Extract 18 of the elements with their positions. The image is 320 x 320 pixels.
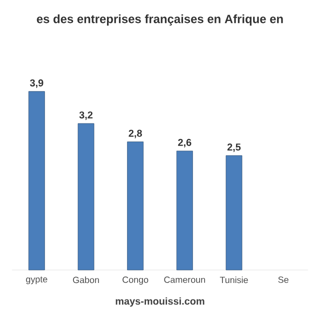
data-label: 2,6 — [178, 138, 192, 148]
data-label: 2,8 — [128, 130, 142, 138]
x-tick-label: Gabon — [72, 276, 99, 284]
data-label: 3,2 — [79, 111, 93, 120]
bar — [78, 123, 94, 270]
x-tick-label: Tunisie — [220, 276, 248, 284]
x-tick-label: Congo — [122, 276, 148, 285]
bar — [28, 91, 45, 270]
chart-title: es des entreprises françaises en Afrique en — [36, 14, 283, 26]
x-tick-label: Cameroun — [164, 276, 206, 283]
bar — [226, 155, 242, 270]
x-tick-label: gypte — [26, 276, 48, 284]
data-label: 2,5 — [227, 144, 241, 152]
x-tick-label: Se — [278, 276, 288, 283]
data-label: 3,9 — [30, 79, 44, 88]
text: mays-mouissi.com — [116, 297, 204, 307]
bar — [127, 142, 144, 270]
bar — [176, 150, 193, 270]
